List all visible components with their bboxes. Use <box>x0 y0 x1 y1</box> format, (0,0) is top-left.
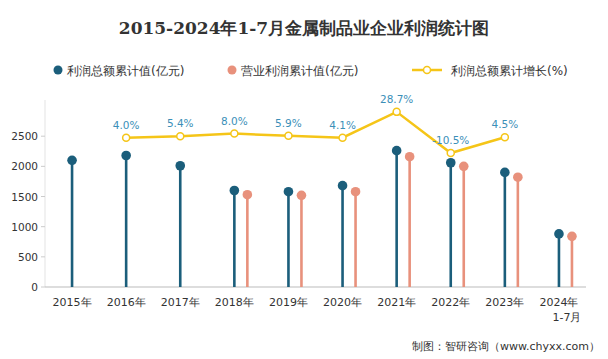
bar-stem <box>287 192 290 287</box>
bar-stem <box>354 192 357 287</box>
y-tick-label: 0 <box>31 281 38 293</box>
x-tick-label: 2018年 <box>215 296 254 309</box>
legend-label: 营业利润累计值(亿元) <box>241 64 358 78</box>
y-tick <box>41 287 45 288</box>
title: 2015-2024年1-7月金属制品业企业利润统计图 <box>119 18 489 38</box>
line-marker <box>447 150 454 157</box>
bar-head <box>405 152 415 162</box>
x-tick-label: 2016年 <box>107 296 146 309</box>
bar-head <box>243 190 253 200</box>
y-tick-label: 1500 <box>11 191 38 203</box>
plot-marks <box>67 108 577 287</box>
y-tick-label: 500 <box>18 251 38 263</box>
legend-item: 利润总额累计值(亿元) <box>54 64 185 78</box>
bar-head <box>513 172 523 182</box>
source: 制图：智研咨询（www.chyxx.com） <box>412 340 600 353</box>
bar-head <box>500 168 510 178</box>
data-label: -10.5% <box>432 134 469 146</box>
bar-stem <box>504 172 507 287</box>
bar-stem <box>558 234 561 287</box>
bar-stem <box>408 157 411 287</box>
legend-marker <box>424 67 431 74</box>
y-tick <box>41 136 45 137</box>
bar-stem <box>71 160 74 287</box>
bar-head <box>459 162 469 172</box>
bar-stem <box>571 236 574 287</box>
line-marker <box>339 134 346 141</box>
legend-marker <box>228 66 237 75</box>
data-label: 5.9% <box>275 117 302 129</box>
y-tick-label: 1000 <box>11 221 38 233</box>
data-label: 28.7% <box>380 93 413 105</box>
y-tick-label: 2500 <box>11 130 38 142</box>
y-tick-label: 2000 <box>11 160 38 172</box>
bar-stem <box>395 151 398 287</box>
line-marker <box>231 130 238 137</box>
line-marker <box>285 132 292 139</box>
bar-head <box>392 146 402 156</box>
x-tick-label: 2022年 <box>431 296 470 309</box>
line-marker <box>501 134 508 141</box>
bar-stem <box>300 195 303 287</box>
bar-head <box>297 191 307 201</box>
bar-head <box>351 187 361 197</box>
x-tick-label: 2021年 <box>377 296 416 309</box>
line-marker <box>177 133 184 140</box>
x-tick-label: 2019年 <box>269 296 308 309</box>
bar-head <box>284 187 294 197</box>
bar-stem <box>246 195 249 287</box>
bar-head <box>338 181 348 191</box>
y-axis-line <box>45 100 46 287</box>
x-tick-label: 2023年 <box>485 296 524 309</box>
data-label: 4.5% <box>492 118 519 130</box>
bar-stem <box>462 166 465 287</box>
bar-stem <box>233 190 236 287</box>
y-tick <box>41 256 45 257</box>
bar-stem <box>449 163 452 287</box>
y-tick <box>41 166 45 167</box>
legend-item: 利润总额累计增长(%) <box>412 64 568 78</box>
data-label: 5.4% <box>167 117 194 129</box>
line <box>126 112 505 153</box>
data-label: 8.0% <box>221 115 248 127</box>
bar-stem <box>517 177 520 287</box>
y-tick <box>41 226 45 227</box>
x-tick-label: 2024年1-7月 <box>539 296 581 324</box>
bar-head <box>67 156 77 166</box>
bar-head <box>446 158 456 168</box>
bar-head <box>121 151 131 161</box>
data-label: 4.0% <box>113 119 140 131</box>
legend-label: 利润总额累计值(亿元) <box>67 64 184 78</box>
bar-head <box>175 161 185 171</box>
bar-head <box>567 232 577 242</box>
x-tick-label: 2017年 <box>161 296 200 309</box>
bar-stem <box>125 155 128 287</box>
legend-label: 利润总额累计增长(%) <box>451 64 568 78</box>
x-tick-label: 2015年 <box>53 296 92 309</box>
bar-stem <box>179 166 182 287</box>
x-tick-label: 2020年 <box>323 296 362 309</box>
legend-item: 营业利润累计值(亿元) <box>228 64 359 78</box>
y-tick <box>41 196 45 197</box>
data-labels: 4.0% 5.4% 8.0% 5.9% 4.1% 28.7% -10.5% 4.5% <box>113 93 518 146</box>
data-label: 4.1% <box>329 119 356 131</box>
legend-marker <box>54 66 63 75</box>
bar-head <box>230 186 240 196</box>
chart: 2015-2024年1-7月金属制品业企业利润统计图利润总额累计值(亿元) 营业利… <box>0 0 608 359</box>
bar-head <box>554 229 564 239</box>
bar-stem <box>341 186 344 287</box>
line-marker <box>393 108 400 115</box>
line-marker <box>123 134 130 141</box>
